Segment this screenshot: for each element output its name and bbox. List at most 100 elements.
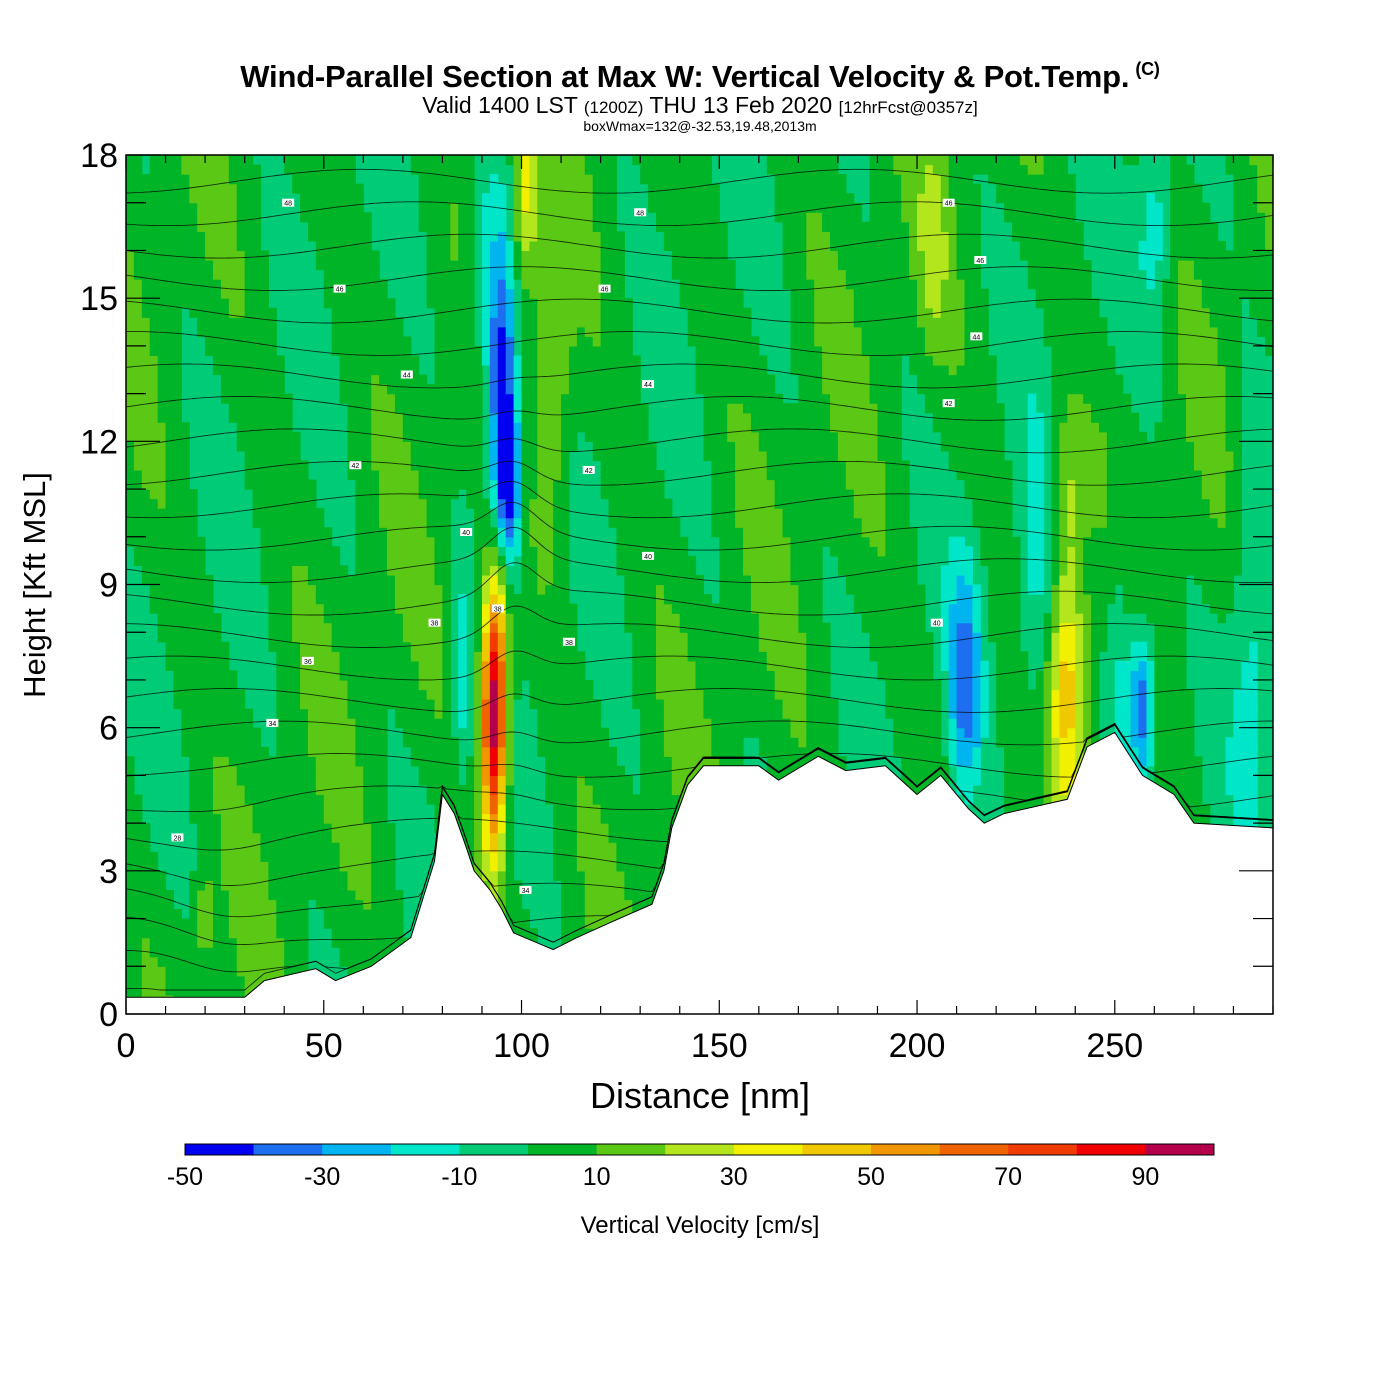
field-cell	[481, 345, 491, 357]
field-cell	[410, 660, 420, 671]
field-cell	[553, 364, 562, 376]
field-cell	[489, 460, 499, 471]
field-cell	[442, 651, 451, 662]
field-cell	[181, 574, 190, 586]
field-cell	[568, 183, 578, 194]
field-cell	[220, 660, 230, 671]
field-cell	[426, 765, 436, 776]
field-cell	[133, 431, 143, 442]
field-cell	[300, 565, 309, 576]
field-cell	[307, 584, 317, 595]
field-cell	[561, 412, 570, 423]
field-cell	[553, 412, 562, 423]
field-cell	[292, 947, 301, 958]
field-cell	[592, 345, 602, 357]
field-cell	[434, 403, 444, 414]
field-cell	[363, 317, 372, 328]
field-cell	[545, 670, 554, 681]
field-cell	[165, 889, 175, 901]
field-cell	[244, 889, 254, 901]
field-cell	[126, 193, 135, 204]
field-cell	[576, 909, 586, 920]
field-cell	[220, 298, 230, 309]
field-cell	[474, 708, 483, 719]
field-cell	[284, 689, 293, 700]
field-cell	[592, 861, 602, 872]
field-cell	[489, 641, 499, 652]
field-cell	[394, 565, 404, 576]
field-cell	[347, 183, 356, 194]
field-cell	[276, 765, 285, 776]
field-cell	[141, 823, 151, 834]
field-cell	[608, 784, 618, 796]
field-cell	[276, 966, 285, 977]
field-cell	[141, 975, 151, 986]
field-cell	[561, 670, 570, 681]
field-cell	[553, 269, 562, 280]
field-cell	[505, 880, 515, 891]
field-cell	[236, 909, 246, 920]
field-cell	[671, 727, 681, 738]
field-cell	[434, 288, 444, 299]
field-cell	[141, 355, 151, 366]
field-cell	[189, 937, 198, 948]
field-cell	[624, 622, 633, 633]
field-cell	[300, 670, 309, 681]
field-cell	[410, 546, 420, 557]
field-cell	[371, 536, 380, 547]
field-cell	[481, 498, 491, 509]
field-cell	[347, 336, 356, 347]
field-cell	[600, 403, 610, 414]
field-cell	[545, 508, 554, 519]
field-cell	[616, 775, 625, 786]
field-cell	[213, 298, 222, 309]
field-cell	[703, 632, 712, 643]
field-cell	[260, 794, 269, 805]
field-cell	[521, 336, 531, 347]
field-cell	[149, 212, 159, 223]
field-cell	[165, 469, 175, 481]
field-cell	[252, 364, 262, 376]
field-cell	[529, 632, 538, 643]
field-cell	[149, 336, 159, 347]
field-cell	[260, 355, 269, 366]
field-cell	[410, 603, 420, 614]
field-cell	[671, 555, 681, 567]
field-cell	[640, 594, 649, 605]
field-cell	[307, 622, 317, 633]
field-cell	[355, 613, 364, 624]
field-cell	[632, 565, 641, 576]
field-cell	[458, 298, 467, 309]
field-cell	[236, 269, 246, 280]
field-cell	[292, 823, 301, 834]
field-cell	[173, 574, 182, 586]
field-cell	[307, 489, 317, 500]
field-cell	[394, 536, 404, 547]
field-cell	[323, 842, 333, 853]
field-cell	[442, 469, 451, 481]
field-cell	[568, 317, 578, 328]
field-cell	[537, 307, 546, 318]
field-cell	[466, 431, 475, 442]
field-cell	[608, 794, 618, 805]
field-cell	[157, 947, 167, 958]
field-cell	[513, 250, 523, 261]
field-cell	[608, 155, 618, 166]
field-cell	[363, 784, 372, 796]
field-cell	[276, 622, 285, 633]
field-cell	[568, 689, 578, 700]
field-cell	[157, 403, 167, 414]
field-cell	[394, 403, 404, 414]
field-cell	[466, 851, 475, 862]
field-cell	[648, 689, 657, 700]
field-cell	[331, 613, 341, 624]
field-cell	[505, 479, 515, 490]
field-cell	[205, 679, 214, 691]
field-cell	[418, 718, 428, 729]
field-cell	[545, 183, 554, 194]
field-cell	[205, 307, 214, 318]
field-cell	[703, 603, 712, 614]
field-cell	[402, 651, 412, 662]
field-cell	[157, 240, 167, 252]
field-cell	[576, 708, 586, 719]
